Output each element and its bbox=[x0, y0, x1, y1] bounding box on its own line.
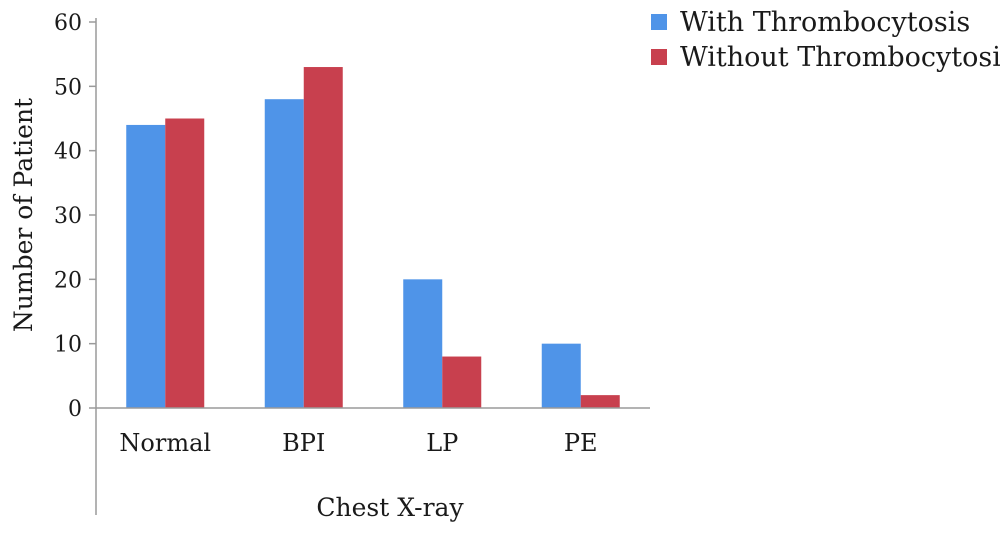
x-tick-label: BPI bbox=[282, 429, 325, 457]
bar-lp-series-1 bbox=[403, 279, 443, 408]
bars bbox=[126, 67, 620, 409]
legend-label: With Thrombocytosis bbox=[680, 7, 970, 38]
legend-label: Without Thrombocytosis bbox=[680, 42, 1000, 73]
x-tick-label: LP bbox=[426, 429, 458, 457]
y-tick-label: 10 bbox=[54, 333, 82, 358]
legend-swatch bbox=[651, 49, 667, 65]
bar-pe-series-2 bbox=[580, 395, 620, 408]
x-tick-label: PE bbox=[564, 429, 598, 457]
bar-bpi-series-2 bbox=[303, 67, 343, 409]
x-tick-label: Normal bbox=[119, 429, 211, 457]
y-tick-label: 50 bbox=[54, 75, 82, 100]
y-tick-label: 20 bbox=[54, 268, 82, 293]
bar-normal-series-1 bbox=[126, 124, 166, 408]
legend: With Thrombocytosis Without Thrombocytosi… bbox=[651, 7, 1000, 73]
bar-bpi-series-1 bbox=[264, 99, 304, 408]
bar-normal-series-2 bbox=[165, 118, 205, 408]
y-tick-label: 60 bbox=[54, 11, 82, 36]
y-tick-label: 30 bbox=[54, 204, 82, 229]
x-axis: Normal BPI LP PE bbox=[96, 407, 650, 457]
legend-swatch bbox=[651, 14, 667, 30]
bar-pe-series-1 bbox=[541, 343, 581, 408]
y-tick-label: 0 bbox=[68, 397, 82, 422]
y-tick-label: 40 bbox=[54, 140, 82, 165]
bar-lp-series-2 bbox=[442, 356, 482, 408]
y-axis-title: Number of Patient bbox=[9, 98, 38, 332]
x-axis-title: Chest X-ray bbox=[316, 493, 464, 522]
y-axis: 0 10 20 30 40 50 60 bbox=[54, 11, 97, 515]
